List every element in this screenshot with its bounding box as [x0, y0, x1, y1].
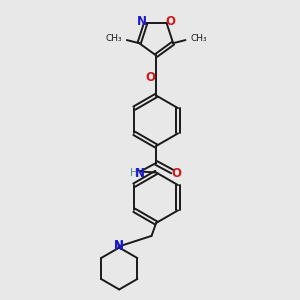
Text: CH₃: CH₃	[190, 34, 207, 43]
Text: N: N	[135, 167, 145, 180]
Text: O: O	[146, 71, 156, 85]
Text: CH₃: CH₃	[106, 34, 122, 43]
Text: O: O	[165, 15, 175, 28]
Text: N: N	[114, 239, 124, 252]
Text: H: H	[130, 168, 137, 178]
Text: O: O	[171, 167, 181, 180]
Text: N: N	[114, 240, 124, 253]
Text: N: N	[137, 15, 147, 28]
